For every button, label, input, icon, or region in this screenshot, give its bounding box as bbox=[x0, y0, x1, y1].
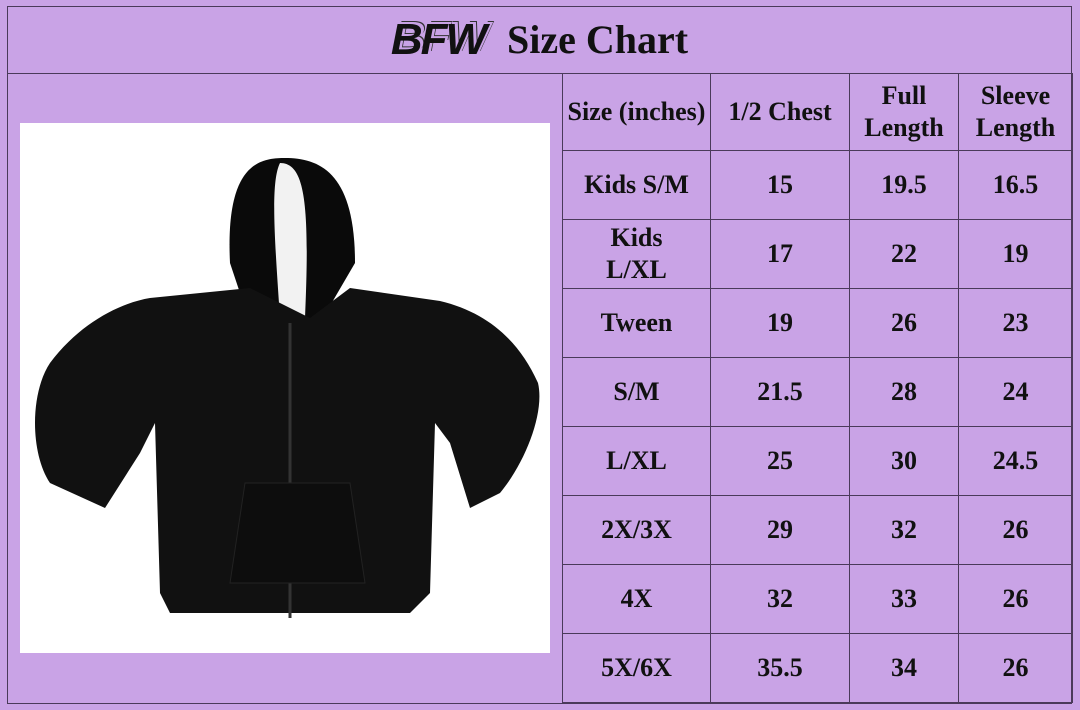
table-row: Tween 19 26 23 bbox=[562, 288, 1073, 358]
full-length-cell: 28 bbox=[849, 357, 959, 427]
table-row: L/XL 25 30 24.5 bbox=[562, 426, 1073, 496]
chest-cell: 15 bbox=[710, 150, 850, 220]
sleeve-length-cell: 24.5 bbox=[958, 426, 1073, 496]
size-cell: L/XL bbox=[562, 426, 711, 496]
full-length-cell: 19.5 bbox=[849, 150, 959, 220]
page-title: Size Chart bbox=[507, 17, 689, 62]
header-full-length: Full Length bbox=[849, 73, 959, 151]
size-cell: Kids S/M bbox=[562, 150, 711, 220]
sleeve-length-cell: 23 bbox=[958, 288, 1073, 358]
table-row: 2X/3X 29 32 26 bbox=[562, 495, 1073, 565]
sleeve-length-cell: 26 bbox=[958, 633, 1073, 703]
chest-cell: 19 bbox=[710, 288, 850, 358]
header-size: Size (inches) bbox=[562, 73, 711, 151]
full-length-cell: 26 bbox=[849, 288, 959, 358]
size-cell: 4X bbox=[562, 564, 711, 634]
full-length-cell: 22 bbox=[849, 219, 959, 289]
chest-cell: 25 bbox=[710, 426, 850, 496]
brand-logo: BFW bbox=[390, 14, 487, 64]
size-cell: Kids L/XL bbox=[562, 219, 711, 289]
size-cell: 2X/3X bbox=[562, 495, 711, 565]
title-bar: BFW Size Chart bbox=[7, 6, 1072, 74]
table-row: Kids L/XL 17 22 19 bbox=[562, 219, 1073, 289]
hoodie-image bbox=[20, 123, 550, 653]
size-cell: 5X/6X bbox=[562, 633, 711, 703]
full-length-cell: 32 bbox=[849, 495, 959, 565]
chest-cell: 32 bbox=[710, 564, 850, 634]
size-cell: Tween bbox=[562, 288, 711, 358]
table-row: S/M 21.5 28 24 bbox=[562, 357, 1073, 427]
full-length-cell: 33 bbox=[849, 564, 959, 634]
table-row: Kids S/M 15 19.5 16.5 bbox=[562, 150, 1073, 220]
sleeve-length-cell: 26 bbox=[958, 495, 1073, 565]
table-row: 5X/6X 35.5 34 26 bbox=[562, 633, 1073, 703]
size-table: Size (inches) 1/2 Chest Full Length Slee… bbox=[562, 73, 1073, 703]
full-length-cell: 30 bbox=[849, 426, 959, 496]
sleeve-length-cell: 24 bbox=[958, 357, 1073, 427]
chest-cell: 29 bbox=[710, 495, 850, 565]
sleeve-length-cell: 16.5 bbox=[958, 150, 1073, 220]
header-sleeve-length: Sleeve Length bbox=[958, 73, 1073, 151]
size-cell: S/M bbox=[562, 357, 711, 427]
chest-cell: 21.5 bbox=[710, 357, 850, 427]
chest-cell: 17 bbox=[710, 219, 850, 289]
sleeve-length-cell: 19 bbox=[958, 219, 1073, 289]
table-header-row: Size (inches) 1/2 Chest Full Length Slee… bbox=[562, 73, 1073, 151]
full-length-cell: 34 bbox=[849, 633, 959, 703]
chest-cell: 35.5 bbox=[710, 633, 850, 703]
header-chest: 1/2 Chest bbox=[710, 73, 850, 151]
table-row: 4X 32 33 26 bbox=[562, 564, 1073, 634]
sleeve-length-cell: 26 bbox=[958, 564, 1073, 634]
